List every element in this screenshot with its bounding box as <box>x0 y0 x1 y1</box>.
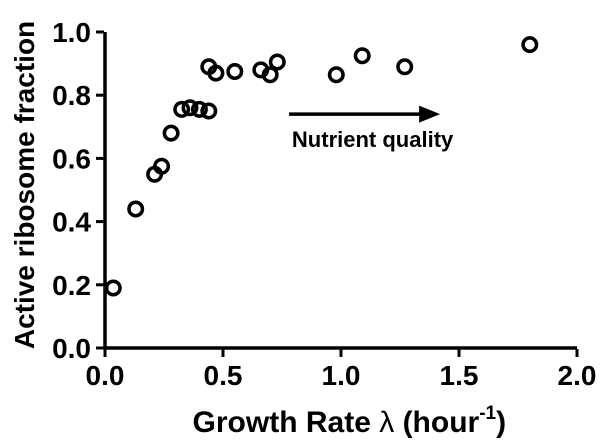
data-point <box>396 58 414 76</box>
lambda-symbol: λ <box>379 406 394 439</box>
x-tick-label: 1.0 <box>322 360 361 391</box>
y-axis-title: Active ribosome fraction <box>9 21 40 349</box>
x-axis-title: Growth Rate λ (hour-1) <box>134 403 548 439</box>
x-axis-title-close-paren: ) <box>496 406 506 439</box>
x-tick-labels: 0.0 0.5 1.0 1.5 2.0 <box>86 360 597 391</box>
data-point <box>327 66 345 84</box>
axis-spines <box>103 32 577 350</box>
data-point <box>268 53 286 71</box>
x-axis-title-superscript: -1 <box>479 403 496 424</box>
x-tick-label: 1.5 <box>440 360 479 391</box>
y-tick-label: 1.0 <box>52 17 91 48</box>
data-point <box>226 63 244 80</box>
data-point <box>200 102 218 120</box>
data-point <box>181 99 199 117</box>
data-point <box>104 279 122 297</box>
scatter-points <box>104 36 539 297</box>
y-tick-label: 0.0 <box>52 333 91 364</box>
data-point <box>261 66 279 84</box>
data-point <box>127 200 145 218</box>
x-tick-label: 0.5 <box>204 360 243 391</box>
y-tick-label: 0.6 <box>52 143 91 174</box>
x-tick-label: 2.0 <box>558 360 597 391</box>
x-axis-title-unit: (hour <box>394 406 479 439</box>
annotation-label: Nutrient quality <box>292 127 454 152</box>
arrow-head-icon <box>419 105 441 123</box>
y-tick-labels: 0.0 0.2 0.4 0.6 0.8 1.0 <box>52 17 91 364</box>
data-point <box>153 157 171 175</box>
x-tick-label: 0.0 <box>86 360 125 391</box>
data-point <box>162 124 180 142</box>
y-tick-label: 0.4 <box>52 207 91 238</box>
data-point <box>521 36 539 54</box>
data-point <box>353 47 371 65</box>
y-tick-label: 0.8 <box>52 80 91 111</box>
nutrient-quality-annotation: Nutrient quality <box>289 105 454 152</box>
axes <box>96 30 579 357</box>
data-point <box>173 100 191 118</box>
y-tick-label: 0.2 <box>52 270 91 301</box>
data-point <box>207 64 225 82</box>
x-axis-title-main: Growth Rate <box>193 406 380 439</box>
data-point <box>190 100 208 118</box>
